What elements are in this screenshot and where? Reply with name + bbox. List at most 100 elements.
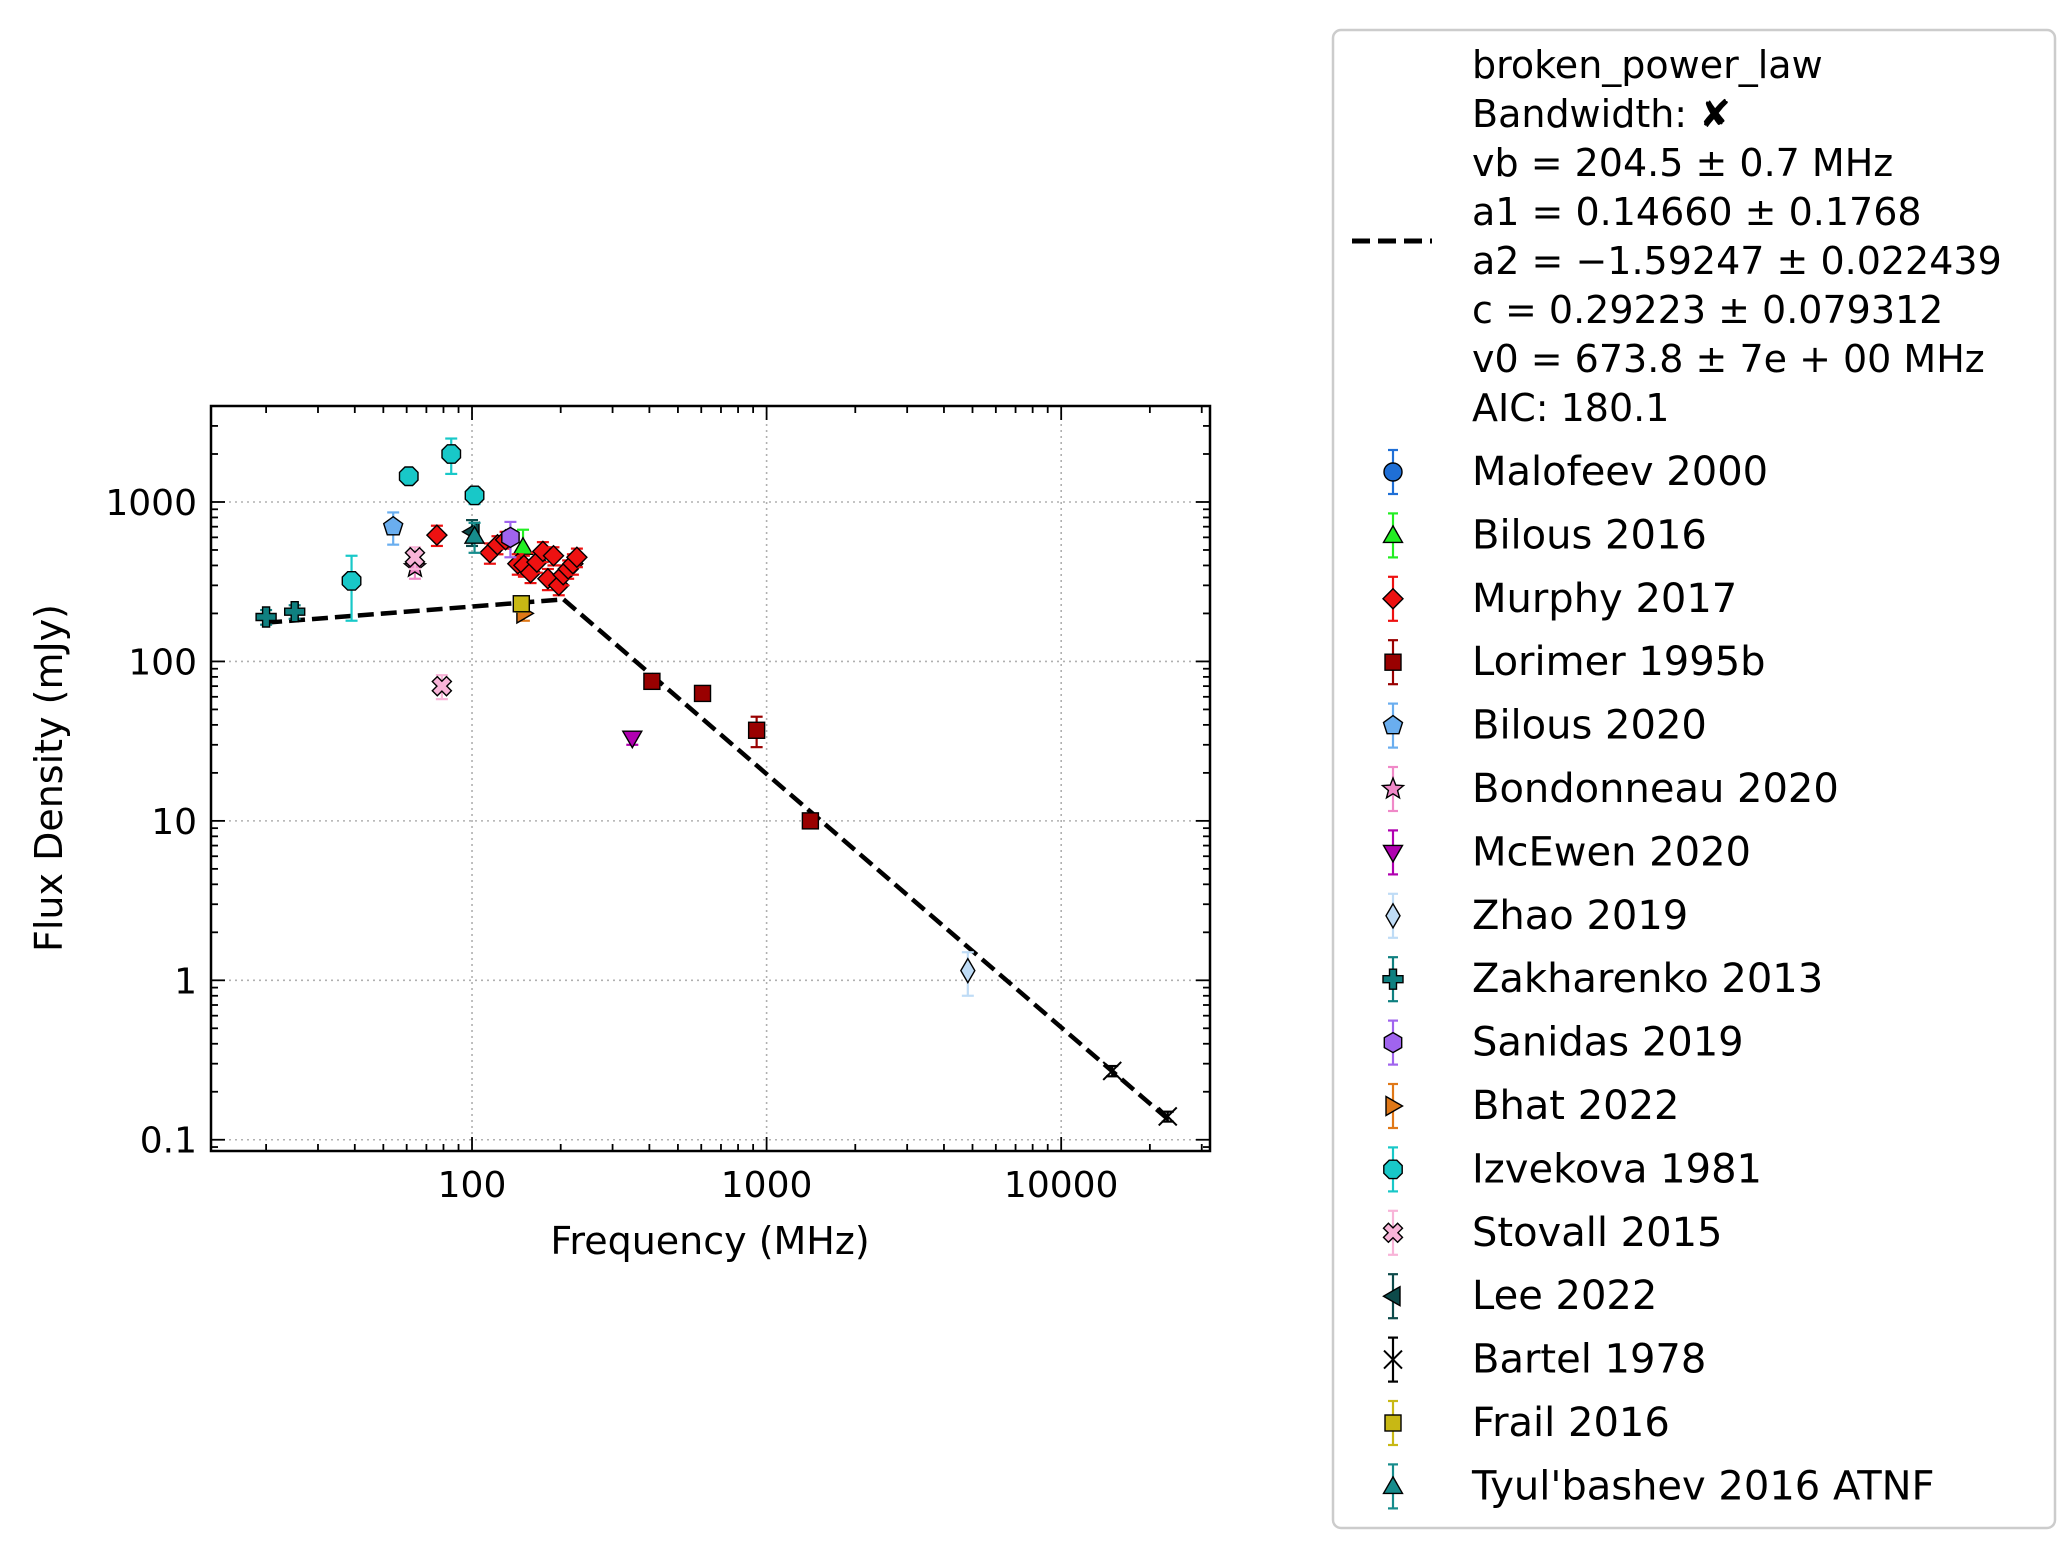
legend-box [1331, 28, 2057, 1530]
legend-marker [1382, 1222, 1404, 1244]
series-zhao-2019 [960, 951, 976, 997]
legend-marker [1385, 1095, 1404, 1117]
legend-marker [1382, 844, 1404, 864]
legend-label: Malofeev 2000 [1472, 449, 1768, 495]
legend-label: Lorimer 1995b [1472, 639, 1766, 685]
series-mcewen-2020 [621, 730, 644, 750]
legend-marker [1383, 1031, 1403, 1054]
legend-entry: Malofeev 2000 [1383, 448, 1768, 496]
y-tick-label: 0.1 [140, 1121, 197, 1162]
legend-entry: Bartel 1978 [1383, 1336, 1706, 1383]
legend-entry: Stovall 2015 [1382, 1209, 1722, 1256]
series-sanidas-2019 [501, 520, 520, 559]
legend-marker [1382, 1475, 1404, 1495]
legend-label: Bartel 1978 [1472, 1337, 1706, 1383]
data-point [1102, 1061, 1122, 1081]
legend-entry: Lee 2022 [1382, 1273, 1657, 1320]
legend-fit-line: vb = 204.5 ± 0.7 MHz [1472, 141, 1893, 185]
legend-label: Zakharenko 2013 [1472, 956, 1823, 1002]
data-point [441, 444, 462, 464]
legend-label: McEwen 2020 [1472, 829, 1751, 875]
legend-fit-line: AIC: 180.1 [1472, 386, 1669, 430]
legend-label: Zhao 2019 [1472, 893, 1688, 939]
legend: broken_power_law Bandwidth: ✘ vb = 204.5 ±… [1331, 28, 2057, 1530]
y-tick-label: 1 [174, 961, 197, 1002]
fit-segment [562, 597, 1170, 1121]
legend-entry: McEwen 2020 [1382, 829, 1751, 876]
series-izvekova-1981 [341, 437, 485, 622]
legend-fit-line: a1 = 0.14660 ± 0.1768 [1472, 190, 1922, 234]
data-point [341, 571, 362, 591]
data-point [747, 721, 766, 739]
x-tick-label: 10000 [1004, 1165, 1119, 1206]
legend-entry: Lorimer 1995b [1384, 639, 1766, 686]
legend-entry: Frail 2016 [1384, 1399, 1670, 1447]
legend-entry: Bilous 2016 [1382, 512, 1707, 559]
data-point [960, 957, 976, 985]
data-point [512, 595, 531, 613]
legend-entry: Tyul'bashev 2016 ATNF [1382, 1463, 1935, 1510]
legend-fit-text: broken_power_law Bandwidth: ✘ vb = 204.5 ±… [1472, 43, 2002, 430]
legend-entry: Sanidas 2019 [1383, 1019, 1744, 1066]
legend-marker [1383, 1349, 1403, 1370]
legend-marker [1382, 968, 1404, 990]
legend-fit-line: a2 = −1.59247 ± 0.022439 [1472, 239, 2002, 283]
x-axis-label: Frequency (MHz) [550, 1219, 869, 1263]
legend-entry: Izvekova 1981 [1383, 1146, 1762, 1193]
legend-entries: Malofeev 2000 Bilous 2016 Murphy 2017 Lorim… [1380, 448, 1935, 1510]
legend-label: Stovall 2015 [1472, 1210, 1722, 1256]
data-point [398, 466, 419, 487]
legend-marker [1385, 902, 1401, 930]
legend-label: Lee 2022 [1472, 1273, 1657, 1319]
legend-entry: Murphy 2017 [1382, 575, 1737, 622]
legend-label: Izvekova 1981 [1472, 1146, 1762, 1192]
data-point [621, 730, 644, 750]
legend-entry: Bilous 2020 [1382, 702, 1707, 749]
legend-marker [1382, 524, 1404, 544]
series-bilous-2020 [382, 511, 404, 546]
data-point [565, 546, 588, 569]
legend-marker [1382, 1285, 1401, 1307]
data-point [284, 601, 306, 623]
legend-label: Frail 2016 [1472, 1400, 1670, 1446]
data-point [431, 675, 453, 697]
data-point [693, 684, 712, 703]
data-point [501, 526, 520, 549]
plot-grid [211, 406, 1210, 1151]
x-tick-label: 100 [438, 1165, 507, 1206]
legend-label: Bilous 2016 [1472, 512, 1707, 558]
legend-marker [1384, 1414, 1402, 1432]
fit-line [265, 597, 1170, 1121]
legend-entry: Bhat 2022 [1385, 1082, 1680, 1130]
data-point [643, 672, 661, 691]
legend-marker [1384, 653, 1402, 671]
legend-fit-line: v0 = 673.8 ± 7e + 00 MHz [1472, 337, 1985, 381]
data-points [255, 437, 1178, 1127]
series-frail-2016 [512, 595, 531, 613]
legend-fit-line: broken_power_law [1472, 43, 1823, 87]
y-tick-label: 10 [151, 802, 197, 843]
data-point [464, 485, 485, 506]
axis-ticks: 100 1000 10000 0.1 1 10 100 1000 [105, 405, 1210, 1206]
series-bartel-1978 [1102, 1061, 1178, 1127]
x-tick-label: 1000 [721, 1165, 813, 1206]
legend-marker [1383, 462, 1403, 482]
data-point [463, 525, 486, 544]
y-tick-label: 1000 [105, 483, 197, 524]
legend-fit-line: Bandwidth: ✘ [1472, 92, 1731, 136]
series-stovall-2015 [404, 546, 453, 701]
data-point [255, 606, 277, 628]
legend-label: Bondonneau 2020 [1472, 766, 1839, 812]
legend-marker [1382, 587, 1404, 610]
data-point [542, 544, 565, 567]
legend-label: Sanidas 2019 [1472, 1020, 1744, 1066]
legend-marker [1380, 776, 1406, 800]
y-axis-label: Flux Density (mJy) [27, 604, 71, 952]
legend-label: Bhat 2022 [1472, 1083, 1680, 1129]
legend-label: Bilous 2020 [1472, 703, 1707, 749]
data-point [425, 524, 448, 547]
data-point [382, 515, 404, 536]
legend-fit-line: c = 0.29223 ± 0.079312 [1472, 288, 1943, 332]
legend-marker [1383, 1159, 1403, 1180]
fit-segment [265, 597, 564, 625]
